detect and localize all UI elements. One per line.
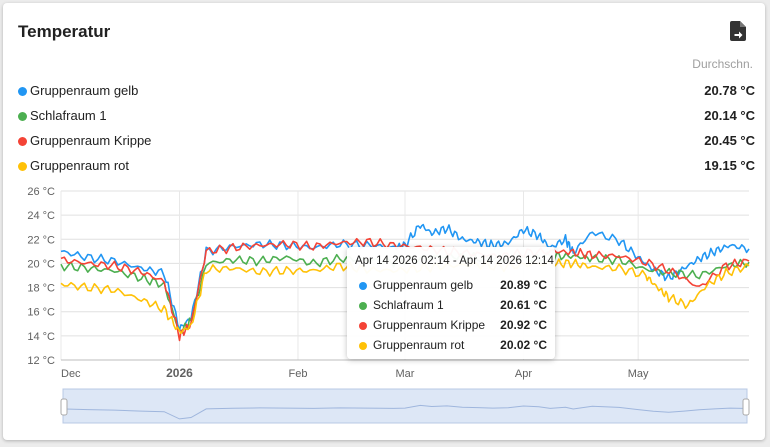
x-tick-label: May — [628, 368, 649, 380]
sensor-name: Schlafraum 1 — [30, 108, 107, 123]
card-title: Temperatur — [18, 22, 111, 41]
tooltip-series-name: Gruppenraum rot — [373, 338, 465, 352]
range-preview-line — [60, 404, 750, 420]
y-tick-label: 18 °C — [27, 283, 55, 295]
average-column-header: Durchschn. — [692, 57, 753, 71]
tooltip-value: 20.61 °C — [500, 298, 547, 312]
range-handle-left — [60, 398, 68, 416]
tooltip-row: Gruppenraum gelb 20.89 °C — [359, 278, 547, 296]
tooltip-value: 20.89 °C — [500, 278, 547, 292]
file-export-icon[interactable] — [730, 21, 746, 41]
temperature-card: Temperatur Durchschn. Gruppenraum gelb 2… — [3, 3, 765, 440]
sensor-row-gruppenraum-gelb[interactable]: Gruppenraum gelb 20.78 °C — [18, 83, 755, 103]
temperature-line-chart[interactable]: 26 °C 24 °C 22 °C 20 °C 18 °C 16 °C 14 °C 12 °C… — [3, 3, 765, 440]
sensor-average: 19.15 °C — [704, 158, 755, 173]
y-tick-label: 14 °C — [27, 331, 55, 343]
x-tick-label: Apr — [515, 368, 532, 380]
tooltip-series-name: Gruppenraum gelb — [373, 278, 474, 292]
range-selector — [62, 388, 748, 424]
sensor-average: 20.45 °C — [704, 133, 755, 148]
x-tick-label: 2026 — [166, 366, 193, 380]
legend-dot — [18, 112, 27, 121]
tooltip-dot — [359, 282, 367, 290]
sensor-row-schlafraum-1[interactable]: Schlafraum 1 20.14 °C — [18, 108, 755, 128]
sensor-average: 20.78 °C — [704, 83, 755, 98]
y-tick-label: 22 °C — [27, 234, 55, 246]
tooltip-series-name: Schlafraum 1 — [373, 298, 444, 312]
y-tick-label: 26 °C — [27, 186, 55, 198]
tooltip-series-name: Gruppenraum Krippe — [373, 318, 486, 332]
tooltip-value: 20.02 °C — [500, 338, 547, 352]
tooltip-row: Gruppenraum Krippe 20.92 °C — [359, 318, 547, 336]
series-line — [60, 237, 750, 342]
legend-dot — [18, 137, 27, 146]
legend-dot — [18, 87, 27, 96]
sensor-row-gruppenraum-rot[interactable]: Gruppenraum rot 19.15 °C — [18, 158, 755, 178]
range-handle-right — [742, 398, 750, 416]
tooltip-title: Apr 14 2026 02:14 - Apr 14 2026 12:14 — [355, 255, 554, 267]
tooltip-row: Gruppenraum rot 20.02 °C — [359, 338, 547, 356]
chart-tooltip: Apr 14 2026 02:14 - Apr 14 2026 12:14 Gr… — [347, 247, 555, 359]
tooltip-dot — [359, 322, 367, 330]
series-line — [60, 223, 750, 331]
sensor-name: Gruppenraum gelb — [30, 83, 139, 98]
sensor-name: Gruppenraum rot — [30, 158, 129, 173]
y-tick-label: 16 °C — [27, 307, 55, 319]
y-tick-label: 20 °C — [27, 258, 55, 270]
x-tick-label: Feb — [288, 368, 307, 380]
tooltip-row: Schlafraum 1 20.61 °C — [359, 298, 547, 316]
sensor-row-gruppenraum-krippe[interactable]: Gruppenraum Krippe 20.45 °C — [18, 133, 755, 153]
sensor-average: 20.14 °C — [704, 108, 755, 123]
x-tick-label: Dec — [61, 368, 81, 380]
tooltip-value: 20.92 °C — [500, 318, 547, 332]
legend-dot — [18, 162, 27, 171]
tooltip-dot — [359, 302, 367, 310]
tooltip-dot — [359, 342, 367, 350]
x-tick-label: Mar — [396, 368, 415, 380]
y-tick-label: 12 °C — [27, 355, 55, 367]
sensor-name: Gruppenraum Krippe — [30, 133, 152, 148]
y-tick-label: 24 °C — [27, 210, 55, 222]
